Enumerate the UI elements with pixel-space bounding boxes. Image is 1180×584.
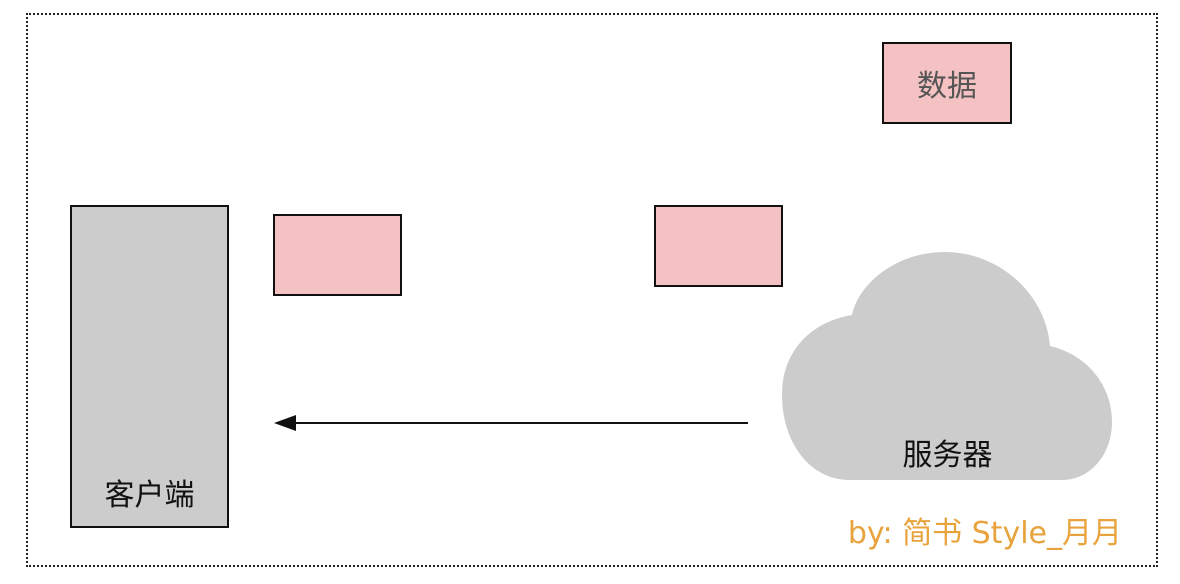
client-label: 客户端 (104, 478, 195, 513)
diagram-frame (26, 13, 1158, 567)
cloud-icon (782, 252, 1112, 480)
server-label: 服务器 (902, 438, 993, 473)
client-node: 客户端 (70, 205, 229, 528)
arrow-left-icon (274, 415, 296, 431)
data-block-near-client (273, 214, 402, 296)
data-block-middle (654, 205, 783, 287)
author-credit: by: 简书 Style_月月 (847, 516, 1122, 551)
data-block-labeled: 数据 (882, 42, 1012, 124)
data-label: 数据 (917, 69, 977, 104)
